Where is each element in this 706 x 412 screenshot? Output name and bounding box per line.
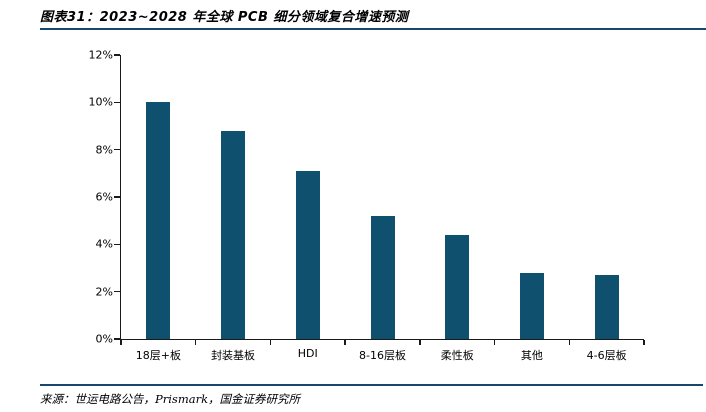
y-axis-tick-label: 0%	[95, 332, 113, 346]
x-axis-tick	[344, 340, 346, 345]
source-note: 来源：世运电路公告，Prismark，国金证券研究所	[40, 392, 301, 406]
bar	[295, 170, 320, 339]
x-axis-tick	[120, 340, 122, 345]
y-axis-tick	[114, 148, 120, 151]
x-axis-category-label: HDI	[297, 347, 318, 360]
bar	[146, 102, 171, 339]
bar-chart-plot-area: 0% 2% 4% 6% 8% 10% 12% 18层+板 封装基板 HDI 8-16层板 柔性板 其他 4…	[89, 49, 645, 362]
x-axis-tick	[419, 340, 421, 345]
y-axis-tick-label: 10%	[88, 95, 113, 109]
y-axis-tick	[114, 290, 120, 293]
x-axis-category-label: 4-6层板	[586, 349, 627, 362]
x-axis-tick	[493, 340, 496, 345]
figure-title: 图表31：2023~2028 年全球 PCB 细分领域复合增速预测	[40, 10, 409, 25]
x-axis-tick	[269, 340, 272, 345]
y-axis-tick-label: 6%	[95, 190, 113, 204]
y-axis-tick	[114, 101, 120, 104]
bar	[519, 272, 544, 339]
y-axis-tick-label: 12%	[88, 48, 113, 62]
x-axis-category-label: 18层+板	[135, 349, 181, 362]
x-axis-category-label: 其他	[520, 349, 543, 362]
bar	[370, 215, 395, 339]
x-axis-category-label: 封装基板	[211, 349, 256, 362]
x-axis-tick	[194, 340, 197, 345]
x-axis-category-label: 8-16层板	[359, 349, 406, 362]
footer-rule	[40, 384, 703, 386]
title-underline-rule	[40, 28, 706, 30]
y-axis-tick-label: 2%	[95, 285, 113, 299]
bar	[221, 130, 246, 339]
y-axis-tick	[114, 338, 120, 340]
y-axis-tick	[114, 196, 120, 198]
bar	[445, 234, 470, 339]
y-axis-tick	[114, 243, 120, 246]
x-axis-category-label: 柔性板	[440, 349, 474, 362]
y-axis-tick-label: 8%	[95, 143, 113, 157]
y-axis-tick	[114, 54, 120, 56]
y-axis-tick-label: 4%	[95, 237, 113, 251]
x-axis-tick	[568, 340, 571, 345]
bar	[594, 275, 619, 339]
x-axis-tick	[643, 340, 645, 345]
